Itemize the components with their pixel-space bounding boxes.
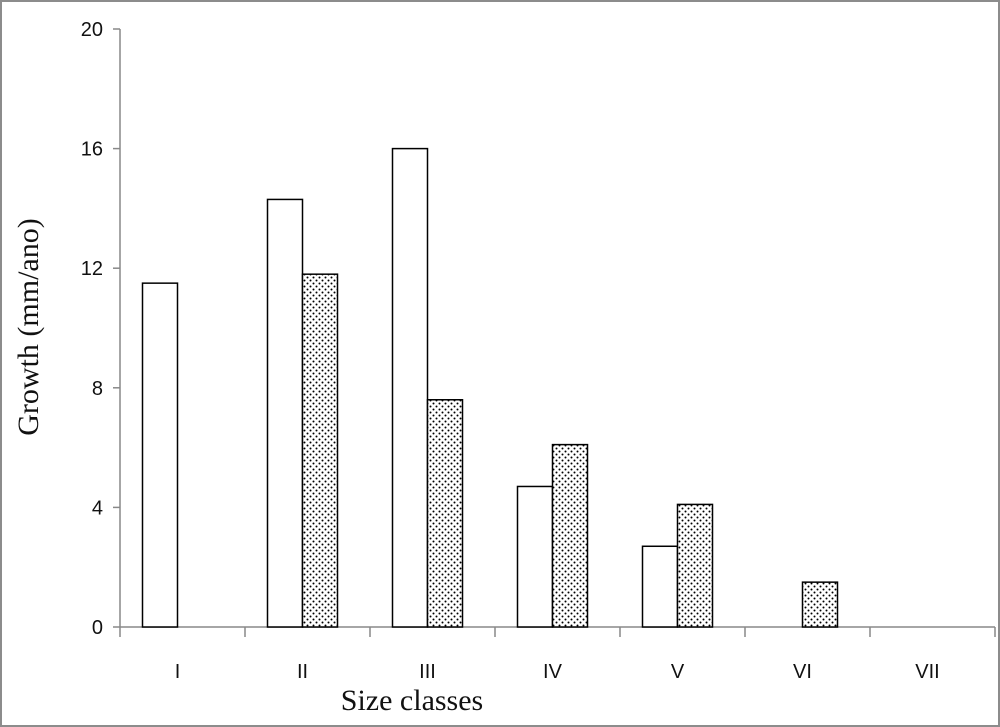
- bar-series-1-III: [391, 147, 429, 628]
- x-tick-label: V: [671, 661, 685, 683]
- bar-series-2-VI: [801, 581, 839, 628]
- y-tick-label: 0: [92, 617, 103, 639]
- x-tick-label: I: [175, 661, 181, 683]
- bar-series-2-V: [676, 503, 714, 628]
- y-tick-label: 12: [81, 258, 103, 280]
- y-tick-label: 20: [81, 19, 103, 41]
- bar-series-1-IV: [516, 485, 554, 628]
- x-axis-title: Size classes: [341, 684, 483, 717]
- bar-series-1-II: [266, 198, 304, 628]
- x-tick-label: VII: [915, 661, 939, 683]
- y-axis-title: Growth (mm/ano): [12, 218, 45, 435]
- y-tick-label: 4: [92, 497, 103, 519]
- x-tick-label: VI: [793, 661, 812, 683]
- bar-series-2-II: [301, 273, 339, 628]
- x-tick-label: III: [419, 661, 436, 683]
- y-tick-label: 8: [92, 378, 103, 400]
- y-tick-label: 16: [81, 139, 103, 161]
- bar-series-2-IV: [551, 443, 589, 628]
- bar-series-2-III: [426, 399, 464, 628]
- bar-series-1-I: [141, 282, 179, 628]
- x-tick-label: IV: [543, 661, 563, 683]
- x-tick-label: II: [297, 661, 308, 683]
- bar-series-1-V: [641, 545, 679, 628]
